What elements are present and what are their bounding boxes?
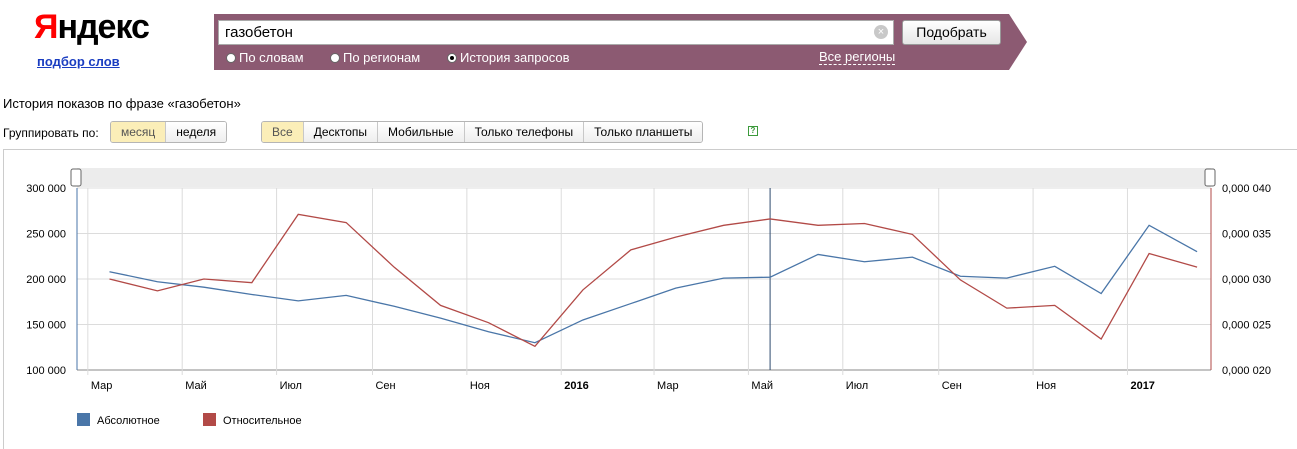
group-month-button[interactable]: месяц [111,122,167,142]
clear-icon[interactable]: × [874,25,888,39]
radio-dot-icon [330,53,340,63]
radio-dot-icon [226,53,236,63]
device-phones-button[interactable]: Только телефоны [464,122,585,142]
radio-history[interactable]: История запросов [447,50,570,65]
group-toggle: месяц неделя [110,121,228,143]
device-all-button[interactable]: Все [262,122,304,142]
group-week-button[interactable]: неделя [166,122,227,142]
search-input[interactable]: газобетон [218,20,894,45]
device-filter: Все Десктопы Мобильные Только телефоны Т… [261,121,704,143]
device-desktop-button[interactable]: Десктопы [303,122,379,142]
history-title: История показов по фразе «газобетон» [3,96,241,111]
radio-dot-selected-icon [447,53,457,63]
search-button[interactable]: Подобрать [902,20,1001,45]
yandex-logo[interactable]: Яндекс [34,8,150,46]
device-tablets-button[interactable]: Только планшеты [584,122,703,142]
chart-frame [3,149,1297,449]
help-icon[interactable]: ? [748,126,758,136]
wordstat-link[interactable]: подбор слов [37,54,120,69]
device-mobile-button[interactable]: Мобильные [378,122,465,142]
radio-by-words[interactable]: По словам [226,50,304,65]
all-regions-link[interactable]: Все регионы [819,49,896,65]
group-label: Группировать по: [3,126,99,140]
radio-by-regions[interactable]: По регионам [330,50,420,65]
